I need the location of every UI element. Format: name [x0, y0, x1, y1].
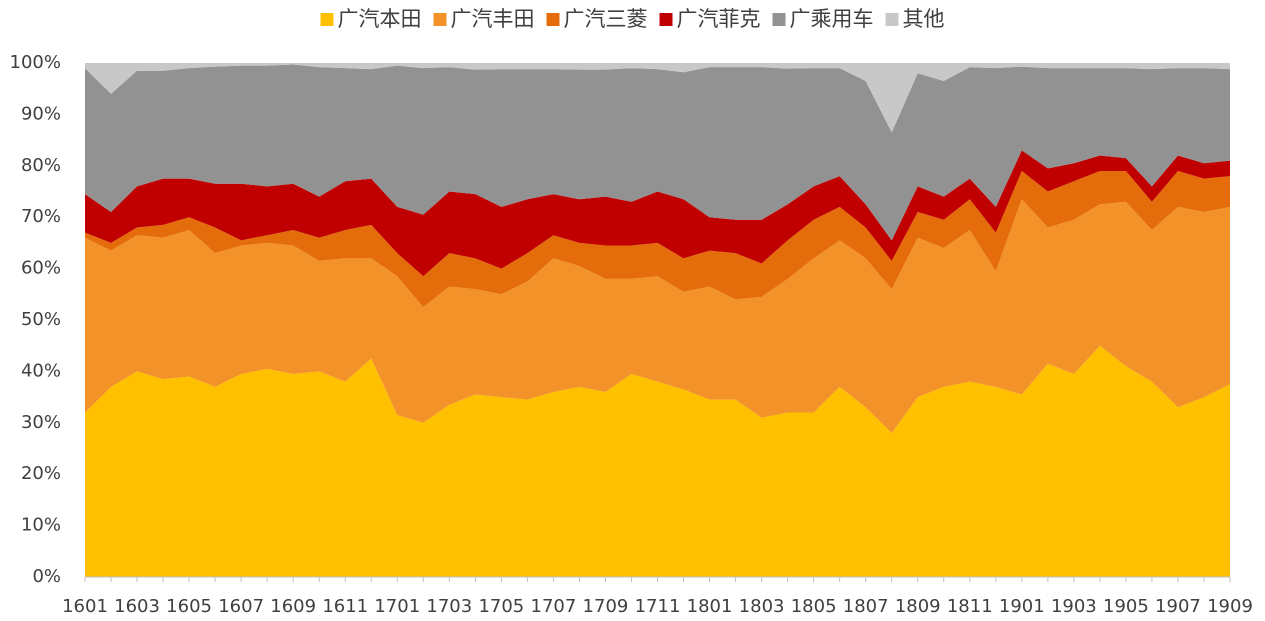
- x-tick-label: 1901: [999, 596, 1045, 617]
- legend-swatch: [546, 13, 560, 26]
- y-tick-label: 0%: [32, 566, 61, 587]
- legend-label: 广汽三菱: [564, 7, 648, 31]
- x-tick-label: 1801: [687, 596, 733, 617]
- area: [85, 345, 1230, 577]
- legend-swatch: [320, 13, 334, 26]
- x-tick-label: 1905: [1103, 596, 1149, 617]
- y-tick-label: 80%: [21, 155, 61, 176]
- area: [85, 150, 1230, 277]
- y-tick-label: 60%: [21, 258, 61, 279]
- area: [85, 63, 1230, 133]
- y-tick-label: 20%: [21, 463, 61, 484]
- x-tick-label: 1803: [739, 596, 785, 617]
- x-tick-label: 1603: [114, 596, 160, 617]
- y-tick-label: 10%: [21, 515, 61, 536]
- area: [85, 199, 1230, 434]
- legend-label: 广汽菲克: [677, 7, 761, 31]
- legend-swatch: [885, 13, 899, 26]
- x-tick-label: 1607: [218, 596, 264, 617]
- area: [85, 64, 1230, 241]
- y-tick-label: 40%: [21, 360, 61, 381]
- x-tick-label: 1807: [843, 596, 889, 617]
- legend-swatch: [433, 13, 447, 26]
- x-tick-label: 1711: [635, 596, 681, 617]
- x-tick-label: 1705: [478, 596, 524, 617]
- y-tick-label: 30%: [21, 412, 61, 433]
- x-tick-label: 1703: [426, 596, 472, 617]
- area: [85, 170, 1230, 308]
- x-tick-label: 1707: [531, 596, 577, 617]
- y-tick-label: 50%: [21, 309, 61, 330]
- x-tick-label: 1907: [1155, 596, 1201, 617]
- x-tick-label: 1903: [1051, 596, 1097, 617]
- x-tick-label: 1809: [895, 596, 941, 617]
- x-tick-label: 1609: [270, 596, 316, 617]
- x-tick-label: 1709: [583, 596, 629, 617]
- y-tick-label: 100%: [10, 52, 61, 73]
- y-tick-label: 90%: [21, 103, 61, 124]
- x-tick-label: 1701: [374, 596, 420, 617]
- x-tick-label: 1611: [322, 596, 368, 617]
- legend-label: 其他: [903, 7, 945, 31]
- x-tick-label: 1601: [62, 596, 108, 617]
- legend: 广汽本田 广汽丰田 广汽三菱 广汽菲克 广乘用车 其他: [320, 7, 945, 31]
- x-tick-label: 1909: [1207, 596, 1253, 617]
- legend-label: 广乘用车: [790, 7, 874, 31]
- x-tick-label: 1805: [791, 596, 837, 617]
- y-tick-label: 70%: [21, 206, 61, 227]
- x-tick-label: 1811: [947, 596, 993, 617]
- x-tick-label: 1605: [166, 596, 212, 617]
- legend-label: 广汽本田: [338, 7, 422, 31]
- legend-swatch: [659, 13, 673, 26]
- legend-label: 广汽丰田: [451, 7, 535, 31]
- legend-swatch: [772, 13, 786, 26]
